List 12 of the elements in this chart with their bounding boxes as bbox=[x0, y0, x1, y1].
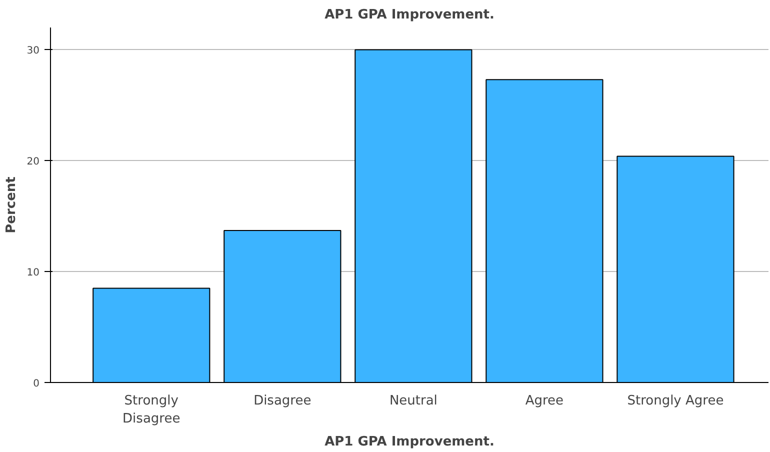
x-axis-title: AP1 GPA Improvement. bbox=[324, 434, 494, 450]
y-tick-label: 20 bbox=[26, 156, 40, 168]
chart-title: AP1 GPA Improvement. bbox=[324, 8, 494, 22]
y-tick-label: 10 bbox=[26, 268, 40, 279]
y-tick-label: 0 bbox=[33, 378, 40, 390]
x-tick-label: Disagree bbox=[254, 394, 312, 408]
y-tick-label: 30 bbox=[26, 46, 40, 57]
x-tick-label: Neutral bbox=[389, 394, 438, 408]
x-tick-label: Strongly Agree bbox=[627, 394, 724, 408]
y-axis-title: Percent bbox=[4, 176, 19, 234]
x-tick-label: Strongly Disagree bbox=[122, 394, 180, 426]
x-tick-label: Agree bbox=[525, 394, 564, 408]
